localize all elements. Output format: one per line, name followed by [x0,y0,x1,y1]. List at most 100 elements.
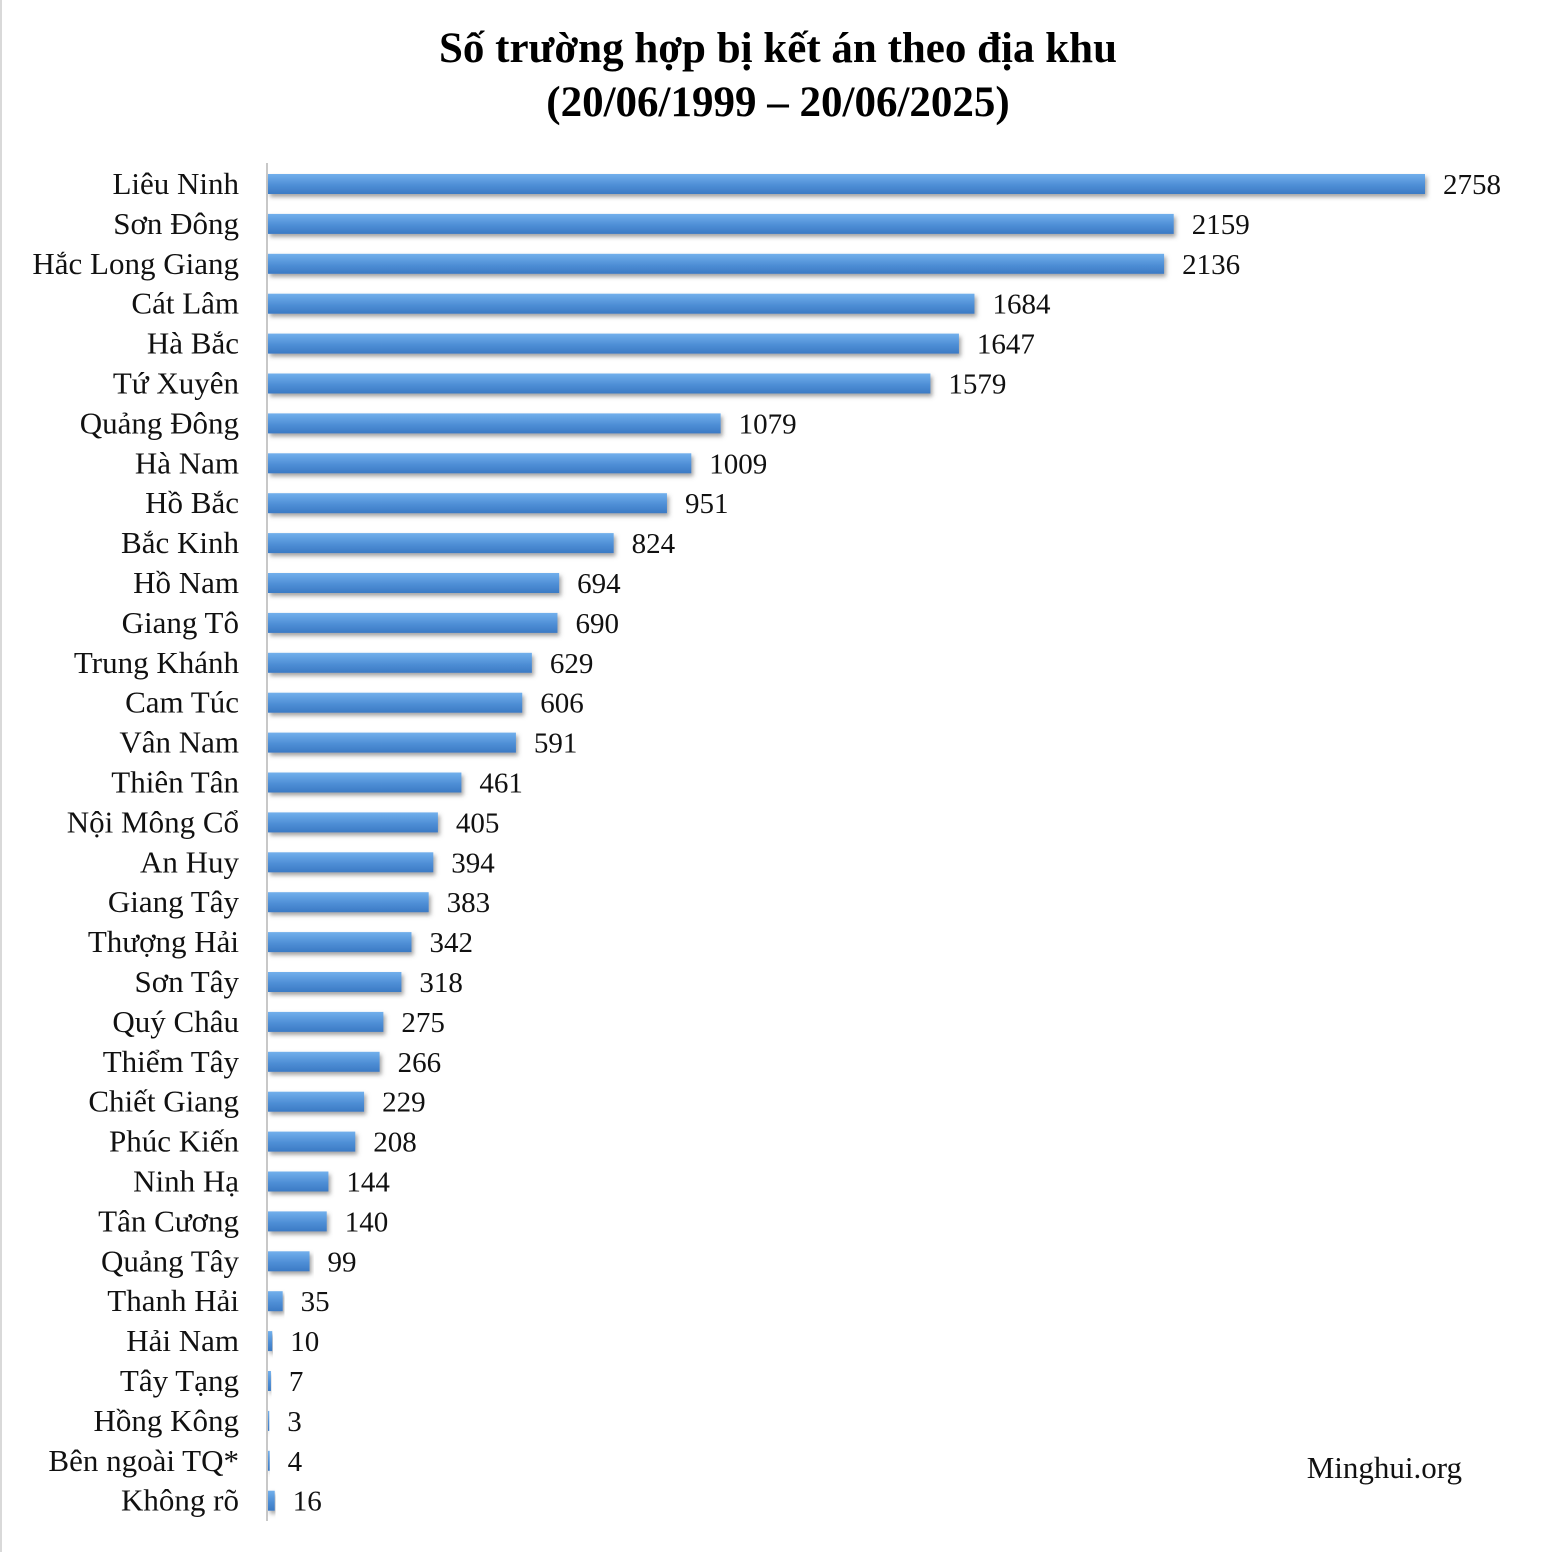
value-label-8: 951 [685,488,729,520]
bar-32 [268,1450,270,1471]
bar-31 [268,1410,270,1431]
category-label-22: Thiểm Tây [103,1044,240,1079]
category-label-16: Nội Mông Cổ [67,804,239,839]
value-label-20: 318 [419,967,463,999]
category-label-9: Bắc Kinh [121,525,239,560]
bar-33 [268,1490,275,1511]
bar-12 [268,652,532,673]
bar-5 [268,373,931,394]
category-label-1: Sơn Đông [113,206,239,241]
value-label-19: 342 [429,927,473,959]
category-label-8: Hồ Bắc [145,485,239,520]
value-label-33: 16 [293,1486,322,1518]
value-label-2: 2136 [1182,249,1240,281]
category-label-25: Ninh Hạ [133,1164,239,1199]
value-label-11: 690 [575,608,619,640]
value-label-6: 1079 [739,408,797,440]
value-label-12: 629 [550,648,594,680]
category-label-3: Cát Lâm [131,286,239,321]
bar-21 [268,1011,384,1032]
category-label-11: Giang Tô [122,605,239,640]
category-label-31: Hồng Kông [93,1403,239,1438]
bar-7 [268,453,692,474]
value-label-32: 4 [288,1446,303,1478]
value-label-16: 405 [456,807,500,839]
value-label-24: 208 [373,1127,417,1159]
bar-14 [268,732,516,753]
bar-0 [268,174,1425,194]
value-label-5: 1579 [948,369,1006,401]
value-label-26: 140 [345,1206,389,1238]
category-label-23: Chiết Giang [88,1084,239,1119]
value-label-0: 2758 [1443,169,1501,201]
value-label-29: 10 [290,1326,319,1358]
value-label-10: 694 [577,568,621,600]
category-label-33: Không rõ [121,1483,239,1518]
bar-2 [268,253,1165,274]
value-label-31: 3 [287,1406,302,1438]
category-label-32: Bên ngoài TQ* [48,1443,239,1478]
category-label-26: Tân Cương [98,1203,239,1238]
bar-4 [268,333,959,354]
value-labels: 2758215921361684164715791079100995182469… [287,169,1501,1518]
bar-8 [268,493,667,514]
category-label-6: Quảng Đông [80,405,239,440]
category-label-12: Trung Khánh [74,645,240,680]
bars-group [268,174,1425,1511]
category-label-7: Hà Nam [135,445,239,480]
value-label-27: 99 [328,1246,357,1278]
value-label-22: 266 [398,1047,442,1079]
bar-18 [268,892,429,913]
category-label-24: Phúc Kiến [109,1124,240,1159]
bar-17 [268,852,434,873]
bar-22 [268,1051,380,1072]
value-label-3: 1684 [992,289,1051,321]
value-label-13: 606 [540,688,584,720]
bar-10 [268,573,560,593]
category-label-19: Thượng Hải [88,924,240,959]
bar-16 [268,812,438,833]
bar-29 [268,1331,273,1352]
bar-23 [268,1091,365,1112]
bar-6 [268,413,721,434]
source-watermark: Minghui.org [1307,1450,1462,1485]
category-label-30: Tây Tạng [120,1363,239,1398]
bar-13 [268,692,523,713]
category-label-15: Thiên Tân [111,765,239,800]
category-label-2: Hắc Long Giang [32,246,239,281]
bar-24 [268,1131,356,1152]
bar-9 [268,533,614,554]
value-label-17: 394 [451,847,495,879]
chart-subtitle: (20/06/1999 – 20/06/2025) [546,79,1009,126]
value-label-18: 383 [447,887,491,919]
category-label-28: Thanh Hải [107,1283,239,1318]
value-label-9: 824 [632,528,676,560]
bar-3 [268,293,975,314]
value-label-7: 1009 [709,448,767,480]
value-label-21: 275 [401,1007,445,1039]
bar-30 [268,1371,271,1391]
value-label-23: 229 [382,1087,426,1119]
bar-19 [268,932,412,953]
bar-25 [268,1171,329,1192]
category-label-18: Giang Tây [108,884,240,919]
category-label-13: Cam Túc [125,685,239,720]
bar-1 [268,213,1174,234]
bar-20 [268,972,402,992]
category-labels: Liêu Ninh Sơn Đông Hắc Long Giang Cát Lâm Hà… [32,166,239,1518]
value-label-28: 35 [301,1286,330,1318]
chart-title: Số trường hợp bị kết án theo địa khu [439,25,1117,72]
category-label-29: Hải Nam [126,1323,239,1358]
category-label-20: Sơn Tây [134,964,239,999]
value-label-4: 1647 [977,329,1035,361]
category-label-21: Quý Châu [112,1004,239,1039]
bar-27 [268,1251,310,1272]
category-label-27: Quảng Tây [101,1243,240,1278]
value-label-14: 591 [534,728,578,760]
value-label-25: 144 [346,1167,390,1199]
category-label-17: An Huy [140,844,240,879]
bar-26 [268,1211,327,1232]
bar-11 [268,612,558,633]
category-label-4: Hà Bắc [147,326,239,361]
